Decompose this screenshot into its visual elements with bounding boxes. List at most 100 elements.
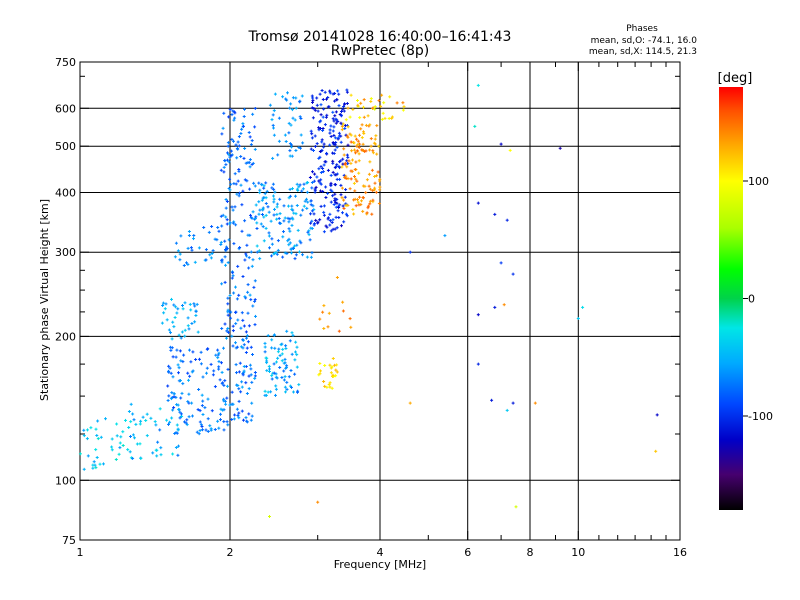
echo-point [306,181,308,185]
echo-point [276,360,277,364]
echo-point [332,194,334,198]
echo-point [193,237,194,241]
echo-point [132,433,134,437]
echo-point [340,193,342,197]
echo-point [196,302,198,306]
echo-point [295,350,296,354]
echo-point [223,428,225,432]
echo-point [252,304,254,308]
echo-point [191,322,193,325]
echo-point [199,409,201,413]
echo-point [334,99,336,103]
echo-point [187,262,189,266]
echo-point [188,327,190,331]
echo-point [220,168,222,172]
echo-point [244,178,246,182]
echo-point [140,456,142,460]
echo-point [286,380,288,384]
echo-point [323,142,325,146]
echo-point [174,432,176,435]
echo-point [331,189,333,193]
echo-point [238,194,240,198]
echo-point [335,165,337,169]
echo-point [225,263,226,267]
echo-point [332,170,334,174]
echo-point [319,218,321,222]
echo-point [242,338,244,342]
echo-point [237,414,239,417]
echo-point [146,412,148,416]
echo-point [132,456,134,460]
grid-lines [80,62,680,540]
echo-point [238,144,240,148]
echo-point [275,372,277,376]
echo-point [96,434,98,437]
echo-point [223,420,225,424]
echo-point [319,362,321,365]
echo-point [226,396,228,400]
echo-point [270,219,272,223]
echo-point [259,188,261,192]
echo-point [217,353,219,357]
echo-point [232,344,234,348]
echo-point [217,356,219,360]
echo-point [329,128,331,132]
echo-point [319,317,321,321]
echo-point [383,101,385,105]
echo-point [271,338,273,342]
echo-point [169,366,171,370]
echo-point [263,186,265,190]
echo-point [317,109,319,113]
echo-point [278,139,280,143]
echo-point [288,227,290,231]
echo-point [227,367,229,371]
echo-point [246,334,248,338]
echo-point [335,201,337,204]
echo-point [195,314,197,317]
echo-point [172,452,174,456]
echo-point [224,379,226,383]
echo-point [242,373,244,377]
echo-point [226,222,228,226]
echo-point [172,355,174,359]
echo-point [179,410,181,414]
echo-point [292,187,293,191]
echo-point [90,426,92,430]
echo-point [357,198,358,202]
echo-point [289,229,291,233]
echo-point [228,153,230,157]
echo-point [224,280,226,284]
echo-point [296,182,298,186]
echo-point [306,255,308,259]
echo-point [356,137,357,141]
echo-point [214,428,216,431]
echo-point [312,98,314,102]
echo-point [334,166,336,170]
echo-point [168,364,170,368]
echo-point [324,384,326,388]
echo-point [83,467,85,471]
echo-point [241,385,243,389]
y-tick-label: 750 [55,56,76,69]
echo-point [277,248,279,252]
echo-point [176,348,178,352]
echo-point [207,430,209,433]
echo-point [241,311,243,315]
echo-point [231,113,233,117]
echo-point [346,124,348,127]
echo-point [252,210,254,214]
echo-point [329,91,331,95]
echo-point [332,161,334,165]
echo-point [243,369,245,373]
echo-point [186,423,188,427]
echo-point [231,137,233,141]
echo-point [338,104,340,108]
echo-point [339,177,341,181]
echo-point [343,109,345,113]
echo-point [279,221,280,225]
echo-point [278,116,280,120]
echo-point [301,189,303,193]
echo-point [289,106,291,110]
echo-point [286,364,288,368]
echo-point [135,422,137,426]
